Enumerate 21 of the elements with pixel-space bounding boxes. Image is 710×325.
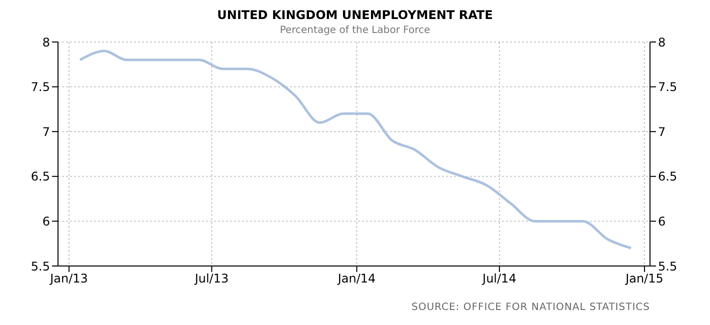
y2-tick-label: 6.5 [658,170,678,184]
x-tick-label: Jul/13 [194,272,229,286]
line-series [78,50,632,250]
chart-title: UNITED KINGDOM UNEMPLOYMENT RATE [216,8,494,22]
source-note: SOURCE: OFFICE FOR NATIONAL STATISTICS [412,302,650,313]
x-tick-label: Jan/14 [336,272,376,286]
chart-subtitle: Percentage of the Labor Force [278,25,432,36]
y2-tick-label: 7 [658,124,666,139]
y-tick-label: 8 [42,35,50,50]
y-tick-label: 6 [42,214,50,228]
x-tick-label: Jan/15 [624,272,664,286]
y2-tick-label: 5.5 [658,259,678,274]
y-tick-label: 7 [42,124,50,139]
y2-tick-label: 8 [658,35,666,50]
x-tick-label: Jan/13 [49,272,88,286]
y-tick-label: 6.5 [30,170,50,184]
x-tick-label: Jul/14 [482,272,516,286]
y2-tick-label: 7.5 [658,80,678,94]
y-tick-label: 5.5 [30,259,50,274]
y-tick-label: 7.5 [30,80,50,94]
y2-tick-label: 6 [658,214,666,228]
